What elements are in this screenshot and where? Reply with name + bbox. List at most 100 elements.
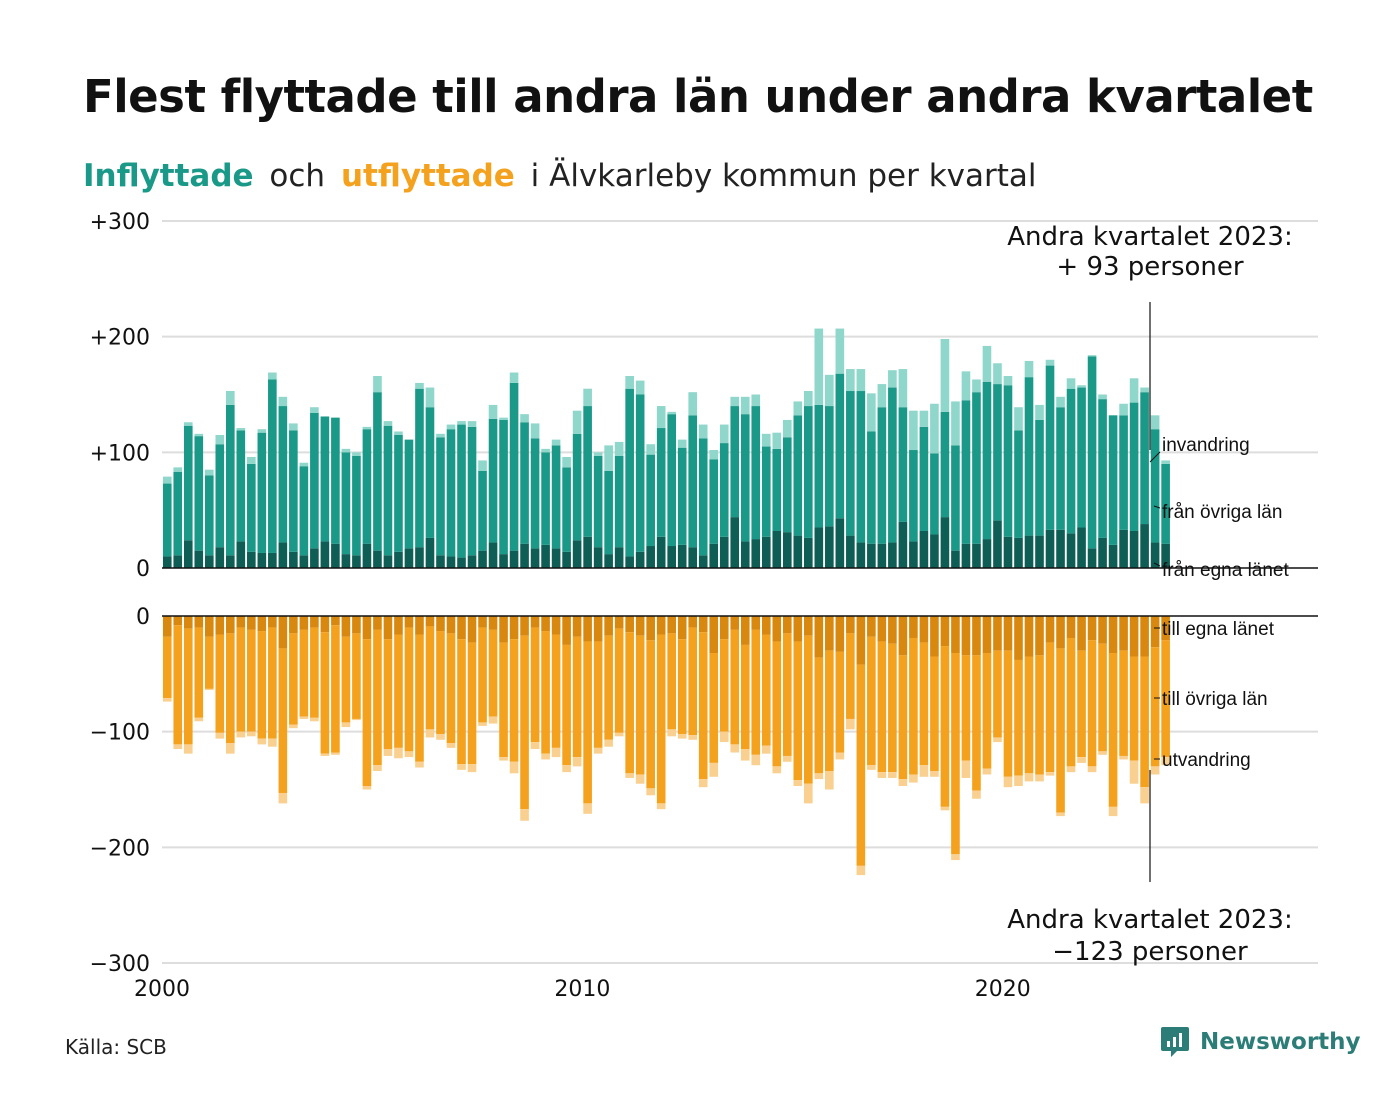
bar-in [215, 547, 225, 568]
subtitle-rest: i Älvkarleby kommun per kvartal [530, 158, 1037, 194]
bar-out [625, 773, 634, 778]
bar-in [572, 433, 582, 541]
bar-in [909, 410, 918, 451]
bar-in [1014, 537, 1023, 568]
bar-out [362, 616, 372, 640]
bar-in [961, 543, 971, 568]
bar-in [709, 543, 719, 568]
bar-in [804, 537, 813, 568]
bar-out [467, 642, 477, 765]
bar-in [635, 394, 645, 552]
bar-in [614, 547, 624, 568]
y-tick-label: +100 [90, 441, 150, 466]
bar-out [1045, 772, 1055, 776]
bar-in [362, 543, 372, 568]
bar-in [1035, 419, 1044, 536]
bar-out [1098, 643, 1107, 752]
bar-in [1087, 548, 1097, 568]
bar-out [1077, 650, 1086, 758]
bar-out [236, 627, 246, 732]
bar-out [173, 616, 183, 626]
bar-out [1014, 659, 1023, 776]
bar-in [436, 437, 445, 556]
bar-in [740, 541, 750, 568]
bar-out [1098, 751, 1107, 755]
annotation-bottom-line2: −123 personer [1052, 937, 1248, 967]
bar-in [278, 542, 288, 568]
bar-out [835, 752, 845, 760]
bar-out [278, 792, 288, 804]
bar-out [572, 616, 582, 637]
bar-out [509, 761, 519, 774]
bar-out [394, 747, 403, 759]
bar-in [289, 551, 298, 568]
bar-out [278, 648, 288, 793]
bar-in [467, 555, 477, 568]
bar-in [562, 456, 571, 468]
bar-out [835, 616, 845, 652]
bar-out [856, 865, 866, 876]
bar-out [677, 616, 687, 640]
bar-in [541, 544, 550, 568]
bar-out [394, 616, 403, 635]
bar-out [814, 616, 824, 658]
bar-in [919, 530, 929, 568]
bar-out [562, 765, 571, 773]
bar-out [593, 616, 603, 642]
bar-in [867, 393, 876, 432]
bar-in [1077, 387, 1086, 528]
bar-in [1003, 536, 1013, 568]
bar-in [1150, 542, 1160, 568]
bar-in [940, 517, 950, 568]
bar-out [614, 616, 624, 629]
bar-in [299, 555, 309, 568]
bar-out [1014, 616, 1023, 660]
bar-out [677, 639, 687, 734]
bar-in [173, 467, 183, 472]
bar-out [404, 616, 414, 628]
bar-in [331, 543, 340, 568]
bar-in [719, 536, 729, 568]
bar-out [415, 634, 424, 762]
bar-in [614, 441, 624, 456]
bar-out [709, 616, 719, 654]
bar-in [1129, 530, 1139, 568]
bar-in [457, 424, 466, 558]
bar-out [1066, 616, 1076, 638]
bar-in [520, 543, 529, 568]
bar-in [772, 530, 782, 568]
bar-in [1024, 377, 1034, 536]
bar-in [1077, 385, 1086, 388]
bar-out [215, 732, 225, 739]
bar-in [635, 551, 645, 568]
bar-in [1140, 524, 1149, 568]
bar-in [488, 418, 498, 543]
bar-in [446, 429, 456, 557]
bar-out [1161, 640, 1170, 758]
bar-out [1003, 616, 1013, 651]
bar-in [247, 456, 256, 464]
bar-out [1087, 616, 1097, 641]
bar-in [667, 411, 676, 415]
bar-in [415, 382, 424, 389]
bar-in [1161, 543, 1170, 568]
bar-in [541, 452, 550, 545]
bar-out [730, 744, 740, 753]
bar-in [310, 548, 319, 568]
bar-out [499, 642, 508, 758]
bar-out [709, 653, 719, 763]
bar-out [940, 616, 950, 647]
bar-out [667, 616, 676, 634]
bar-in [194, 433, 204, 437]
bar-in [1056, 396, 1065, 408]
bar-in [236, 428, 246, 431]
bar-in [352, 555, 361, 568]
bar-out [782, 755, 792, 762]
bar-in [1066, 378, 1076, 389]
bar-in [1108, 415, 1118, 545]
bar-in [173, 471, 183, 556]
bar-in [709, 459, 719, 544]
bar-out [341, 616, 351, 637]
bar-in [268, 379, 277, 553]
bar-out [331, 752, 340, 755]
